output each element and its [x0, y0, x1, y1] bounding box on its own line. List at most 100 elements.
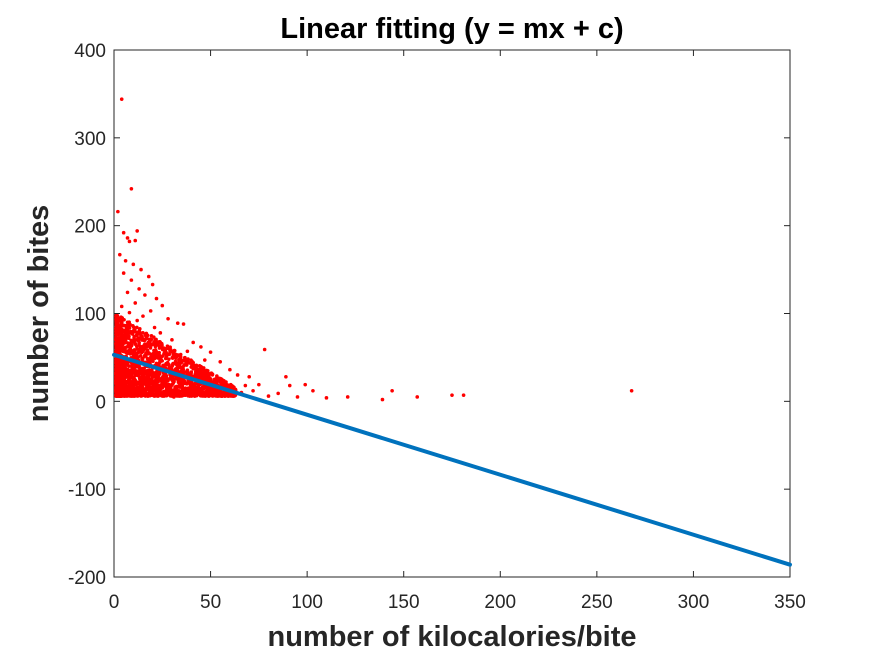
scatter-point — [188, 381, 193, 386]
scatter-point — [143, 354, 148, 358]
scatter-point — [115, 313, 119, 318]
scatter-point — [198, 393, 202, 397]
scatter-point — [154, 381, 159, 385]
scatter-point — [173, 359, 178, 364]
scatter-point — [158, 331, 163, 335]
scatter-point — [167, 357, 171, 361]
scatter-point — [136, 373, 141, 378]
scatter-point — [175, 394, 179, 398]
scatter-point — [206, 394, 211, 398]
scatter-point — [161, 380, 166, 385]
scatter-point — [132, 389, 137, 393]
scatter-point — [140, 377, 145, 381]
scatter-point — [224, 380, 228, 384]
scatter-point — [127, 239, 132, 244]
scatter-point — [169, 350, 174, 354]
scatter-point — [118, 367, 122, 372]
scatter-point — [127, 345, 132, 349]
scatter-point — [158, 340, 163, 345]
scatter-point — [193, 369, 198, 374]
scatter-point — [181, 365, 185, 369]
scatter-point — [155, 375, 160, 380]
scatter-point — [116, 329, 121, 334]
scatter-point — [181, 369, 185, 374]
scatter-point — [139, 350, 144, 355]
scatter-point — [123, 328, 128, 333]
scatter-point — [130, 379, 135, 384]
scatter-point — [141, 380, 145, 385]
y-axis-label: number of bites — [23, 205, 55, 423]
scatter-point — [170, 362, 175, 367]
scatter-point — [247, 374, 251, 379]
scatter-point — [208, 390, 213, 394]
scatter-point — [212, 389, 217, 394]
scatter-point — [195, 374, 199, 378]
scatter-point — [140, 393, 144, 398]
plot-area — [113, 49, 791, 578]
scatter-point — [165, 362, 170, 367]
scatter-point — [133, 238, 138, 243]
scatter-point — [164, 373, 169, 378]
scatter-point — [120, 323, 125, 327]
scatter-point — [127, 334, 131, 339]
scatter-point — [130, 369, 135, 374]
scatter-point — [121, 363, 125, 367]
scatter-point — [160, 347, 165, 352]
scatter-point — [115, 391, 119, 396]
scatter-point — [200, 375, 205, 380]
scatter-point — [139, 267, 143, 272]
scatter-point — [198, 372, 202, 377]
scatter-point — [121, 230, 126, 235]
scatter-point — [131, 355, 136, 360]
scatter-point — [161, 374, 165, 379]
y-tick-label: 200 — [74, 217, 106, 238]
scatter-point — [170, 355, 175, 360]
scatter-point — [148, 309, 153, 313]
x-tick-label: 100 — [291, 592, 323, 613]
scatter-point — [176, 353, 181, 358]
scatter-point — [284, 374, 288, 379]
scatter-point — [124, 380, 128, 385]
scatter-point — [162, 383, 166, 388]
x-axis-label: number of kilocalories/bite — [267, 621, 636, 653]
scatter-point — [181, 322, 186, 326]
scatter-point — [137, 287, 141, 291]
scatter-point — [119, 393, 124, 397]
scatter-point — [262, 347, 267, 352]
scatter-point — [116, 340, 121, 345]
scatter-point — [129, 186, 134, 191]
scatter-point — [143, 382, 148, 387]
scatter-point — [167, 384, 171, 389]
scatter-point — [120, 343, 124, 348]
scatter-point — [123, 259, 128, 263]
scatter-point — [226, 383, 231, 388]
y-tick-label: 400 — [74, 41, 106, 62]
scatter-point — [193, 393, 197, 398]
chart-title: Linear fitting (y = mx + c) — [280, 13, 623, 45]
scatter-point — [129, 338, 133, 343]
scatter-point — [150, 375, 155, 379]
scatter-point — [114, 364, 118, 368]
scatter-point — [147, 393, 152, 398]
scatter-point — [135, 334, 139, 338]
scatter-point — [415, 395, 420, 399]
scatter-point — [185, 349, 190, 354]
scatter-point — [194, 363, 199, 368]
scatter-point — [117, 252, 122, 257]
scatter-point — [159, 383, 163, 387]
scatter-point — [154, 296, 159, 301]
axis-ticks: 0 50 100 150 200 250 300 350 -200 -100 0 100 200 300 4… — [68, 41, 806, 613]
scatter-point — [148, 389, 152, 393]
scatter-point — [125, 236, 130, 240]
scatter-point — [152, 335, 156, 339]
scatter-point — [175, 389, 179, 394]
scatter-point — [135, 347, 140, 351]
scatter-point — [163, 389, 167, 394]
scatter-point — [295, 395, 300, 399]
x-tick-label: 250 — [581, 592, 613, 613]
x-tick-label: 0 — [109, 592, 120, 613]
scatter-point — [120, 327, 124, 332]
scatter-point — [185, 359, 190, 363]
scatter-point — [123, 394, 127, 398]
